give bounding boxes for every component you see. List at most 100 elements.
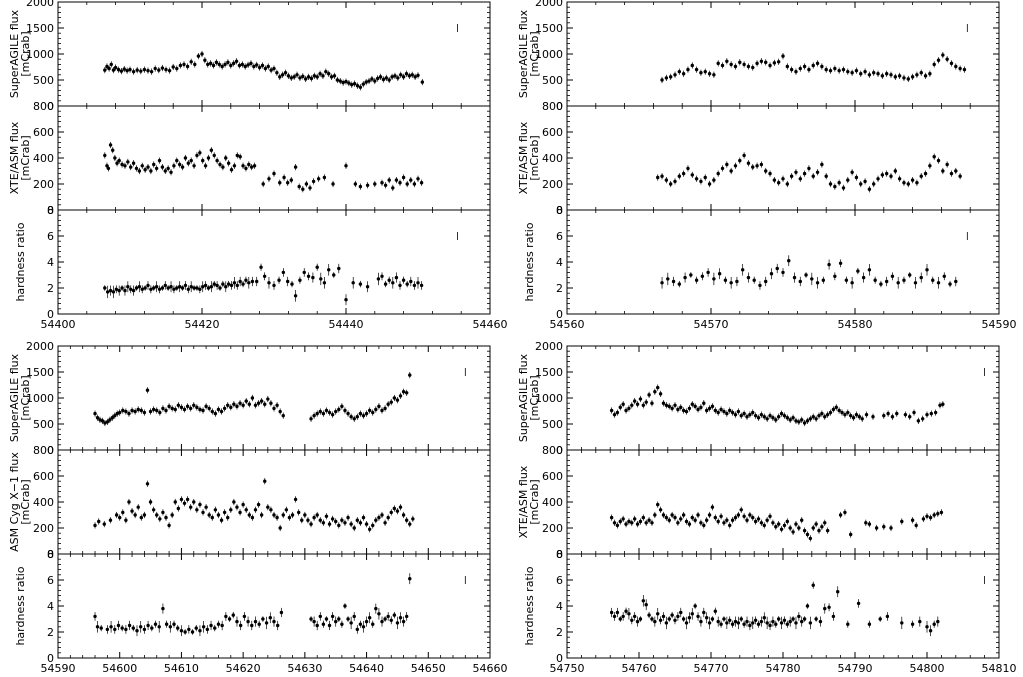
y-tick-label: 0 <box>556 204 563 217</box>
data-point <box>908 273 912 277</box>
data-point <box>247 402 252 406</box>
data-point <box>246 63 250 67</box>
data-point <box>936 158 941 163</box>
data-point <box>261 617 265 621</box>
data-point <box>393 74 397 78</box>
data-point <box>154 285 159 289</box>
data-point <box>612 614 617 619</box>
data-point <box>848 532 853 537</box>
data-point <box>782 618 787 622</box>
data-point <box>798 279 802 284</box>
data-point <box>244 399 248 403</box>
data-point <box>272 406 276 411</box>
data-point <box>823 521 827 525</box>
data-point <box>396 76 400 80</box>
data-point <box>759 619 764 624</box>
data-point <box>128 67 132 72</box>
data-point <box>113 413 117 418</box>
data-point <box>309 76 314 81</box>
data-point <box>327 623 332 628</box>
x-tick-label: 54770 <box>694 662 729 675</box>
data-point <box>113 156 117 160</box>
data-point <box>401 175 406 180</box>
data-point <box>117 158 121 163</box>
data-point <box>117 288 121 293</box>
data-point <box>252 64 256 69</box>
data-point <box>364 522 369 526</box>
data-point <box>324 514 329 518</box>
data-point <box>936 58 941 62</box>
data-point <box>145 482 150 486</box>
data-point <box>250 623 254 628</box>
data-point <box>386 515 390 520</box>
data-point <box>206 62 210 67</box>
data-point <box>889 526 893 530</box>
data-point <box>226 60 230 65</box>
data-point <box>941 402 945 406</box>
data-point <box>676 521 680 525</box>
data-point <box>269 508 273 512</box>
data-point <box>255 63 259 67</box>
data-point <box>322 281 327 285</box>
data-point <box>958 174 962 178</box>
data-point <box>361 82 365 86</box>
data-point <box>119 69 124 73</box>
data-point <box>725 621 729 625</box>
y-tick-label: 4 <box>47 600 54 613</box>
data-point <box>923 171 928 176</box>
y-axis-label: SuperAGILE flux[mCrab] <box>8 353 32 442</box>
data-point <box>802 171 807 176</box>
data-point <box>95 625 100 629</box>
data-point <box>389 510 393 515</box>
data-point <box>658 618 663 622</box>
data-point <box>172 622 176 626</box>
data-point <box>694 177 699 181</box>
data-point <box>358 184 363 189</box>
data-point <box>638 617 643 621</box>
data-point <box>954 64 958 69</box>
y-tick-label: 0 <box>47 100 54 113</box>
data-point <box>779 411 784 416</box>
data-point <box>755 61 759 66</box>
data-point <box>238 510 242 515</box>
data-point <box>833 66 837 71</box>
data-point <box>948 282 952 286</box>
data-point <box>330 517 335 521</box>
y-axis-label: SuperAGILE flux[mCrab] <box>8 9 32 98</box>
data-point <box>673 618 677 622</box>
data-point <box>910 622 915 626</box>
data-point <box>272 171 276 176</box>
data-point <box>113 65 118 70</box>
data-point <box>696 614 700 619</box>
data-point <box>150 626 154 630</box>
data-point <box>238 279 242 284</box>
data-point <box>884 279 889 284</box>
data-point <box>290 513 295 517</box>
data-point <box>136 407 140 412</box>
data-point <box>419 181 424 185</box>
data-point <box>753 413 758 418</box>
data-point <box>349 621 353 625</box>
data-point <box>143 168 147 172</box>
data-point <box>179 497 184 502</box>
plot-frame <box>57 209 491 315</box>
data-point <box>401 390 406 394</box>
data-point <box>105 164 109 168</box>
data-point <box>183 156 188 160</box>
data-point <box>97 519 101 524</box>
data-point <box>867 622 872 626</box>
x-tick-label: 54790 <box>838 662 873 675</box>
data-point <box>272 283 276 288</box>
data-point <box>160 66 165 70</box>
data-point <box>395 509 400 513</box>
data-point <box>615 610 620 615</box>
data-point <box>751 410 755 415</box>
data-point <box>409 279 413 284</box>
data-point <box>941 53 945 57</box>
plot-frame <box>566 345 1000 451</box>
data-point <box>681 513 686 517</box>
data-point <box>146 68 150 73</box>
data-point <box>343 604 347 608</box>
data-point <box>719 407 723 412</box>
